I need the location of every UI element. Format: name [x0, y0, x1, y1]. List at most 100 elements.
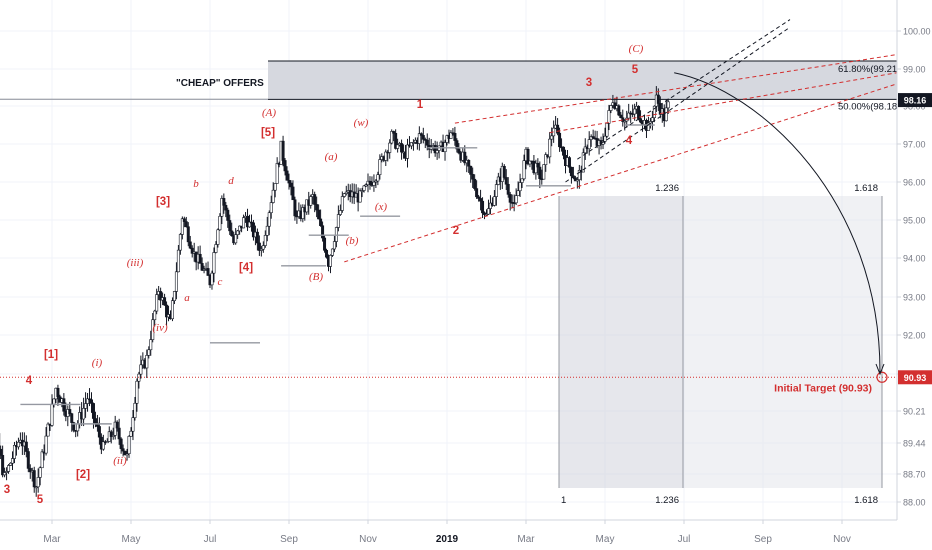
candle-body [82, 408, 86, 420]
candle-body [609, 105, 613, 111]
price-tick-label: 99.00 [903, 65, 926, 75]
candle-body [285, 170, 289, 181]
candle-body [569, 166, 573, 177]
fib-label-5000: 50.00%(98.18) [838, 101, 900, 112]
price-badge [898, 93, 932, 108]
time-tick-label: May [122, 534, 141, 545]
price-tick-label: 96.00 [903, 178, 926, 188]
candle-body [368, 180, 372, 184]
candle-body [313, 194, 317, 205]
candle-body [449, 132, 453, 139]
candle-body [514, 195, 518, 204]
candle-body [471, 174, 475, 180]
candle-body [293, 199, 297, 217]
candle-body [360, 190, 364, 192]
candle-body [650, 117, 654, 122]
candle-body [421, 135, 425, 140]
wave-label: 5 [37, 494, 44, 506]
candle-body [390, 131, 394, 144]
candle-body [502, 165, 506, 178]
candle-body [7, 465, 11, 472]
candle-body [255, 231, 259, 244]
candle-body [236, 230, 240, 235]
candle-body [376, 174, 380, 182]
candle-body [16, 441, 20, 448]
candle-body [165, 304, 169, 318]
price-axis-bg [897, 0, 932, 550]
candle-body [344, 191, 348, 194]
wave-label: [3] [156, 196, 170, 208]
wave-label: 1 [417, 99, 424, 111]
candle-body [646, 122, 650, 131]
candle-body [238, 225, 242, 232]
candle-body [248, 221, 252, 228]
candle-body [400, 143, 404, 153]
price-tick-label: 93.00 [903, 293, 926, 303]
candle-body [226, 209, 230, 221]
candle-body [281, 140, 285, 161]
candle-body [176, 249, 180, 273]
time-tick-label: Nov [359, 534, 377, 545]
candle-body [486, 208, 490, 215]
candle-body [269, 202, 273, 214]
candle-body [621, 117, 625, 122]
candle-body [257, 242, 261, 251]
candle-body [212, 252, 216, 274]
candle-body [44, 435, 48, 454]
candle-body [607, 110, 611, 124]
wave-label: (A) [262, 107, 276, 119]
candle-body [115, 421, 119, 429]
time-tick-label: Mar [517, 534, 535, 545]
candle-body [32, 470, 36, 488]
candle-body [216, 229, 220, 245]
cheap-offers-zone [268, 61, 897, 100]
price-tick-label: 88.70 [903, 470, 926, 480]
candle-body [24, 441, 28, 452]
candle-body [378, 159, 382, 176]
trendline-top [549, 72, 898, 134]
candle-body [475, 188, 479, 198]
candle-body [234, 234, 238, 244]
candle-body [425, 139, 429, 146]
candle-body [273, 183, 277, 191]
candle-body [577, 169, 581, 180]
candle-body [259, 248, 263, 251]
wave-label: (iv) [152, 322, 168, 334]
candle-body [605, 123, 609, 137]
candle-body [562, 146, 566, 156]
candle-body [230, 230, 234, 237]
fib-time-label: 1.618 [854, 495, 878, 506]
candle-body [506, 183, 510, 195]
wedge-upper [577, 19, 791, 160]
candle-body [453, 133, 457, 141]
candle-body [271, 189, 275, 203]
time-tick-label: Jul [204, 534, 217, 545]
candle-body [5, 471, 9, 473]
candle-body [323, 237, 327, 251]
candle-body [575, 179, 579, 182]
candle-body [163, 297, 167, 306]
candle-body [336, 214, 340, 228]
candle-body [218, 215, 222, 231]
candle-body [184, 221, 188, 228]
fib-time-label: 1 [561, 495, 566, 506]
candle-body [623, 120, 627, 123]
candle-body [200, 263, 204, 271]
candle-body [56, 387, 60, 397]
fib-time-zone-1 [559, 196, 683, 488]
candle-body [206, 268, 210, 276]
candle-body [151, 319, 155, 340]
candle-body [172, 291, 176, 302]
candle-body [538, 166, 542, 179]
time-tick-label: Sep [280, 534, 298, 545]
wave-label: (b) [346, 235, 359, 247]
candle-body [186, 226, 190, 243]
wave-label: [5] [261, 127, 275, 139]
wave-label: b [193, 178, 199, 190]
candle-body [321, 225, 325, 239]
candle-body [419, 133, 423, 136]
price-tick-label: 90.21 [903, 407, 926, 417]
candle-body [26, 451, 30, 469]
